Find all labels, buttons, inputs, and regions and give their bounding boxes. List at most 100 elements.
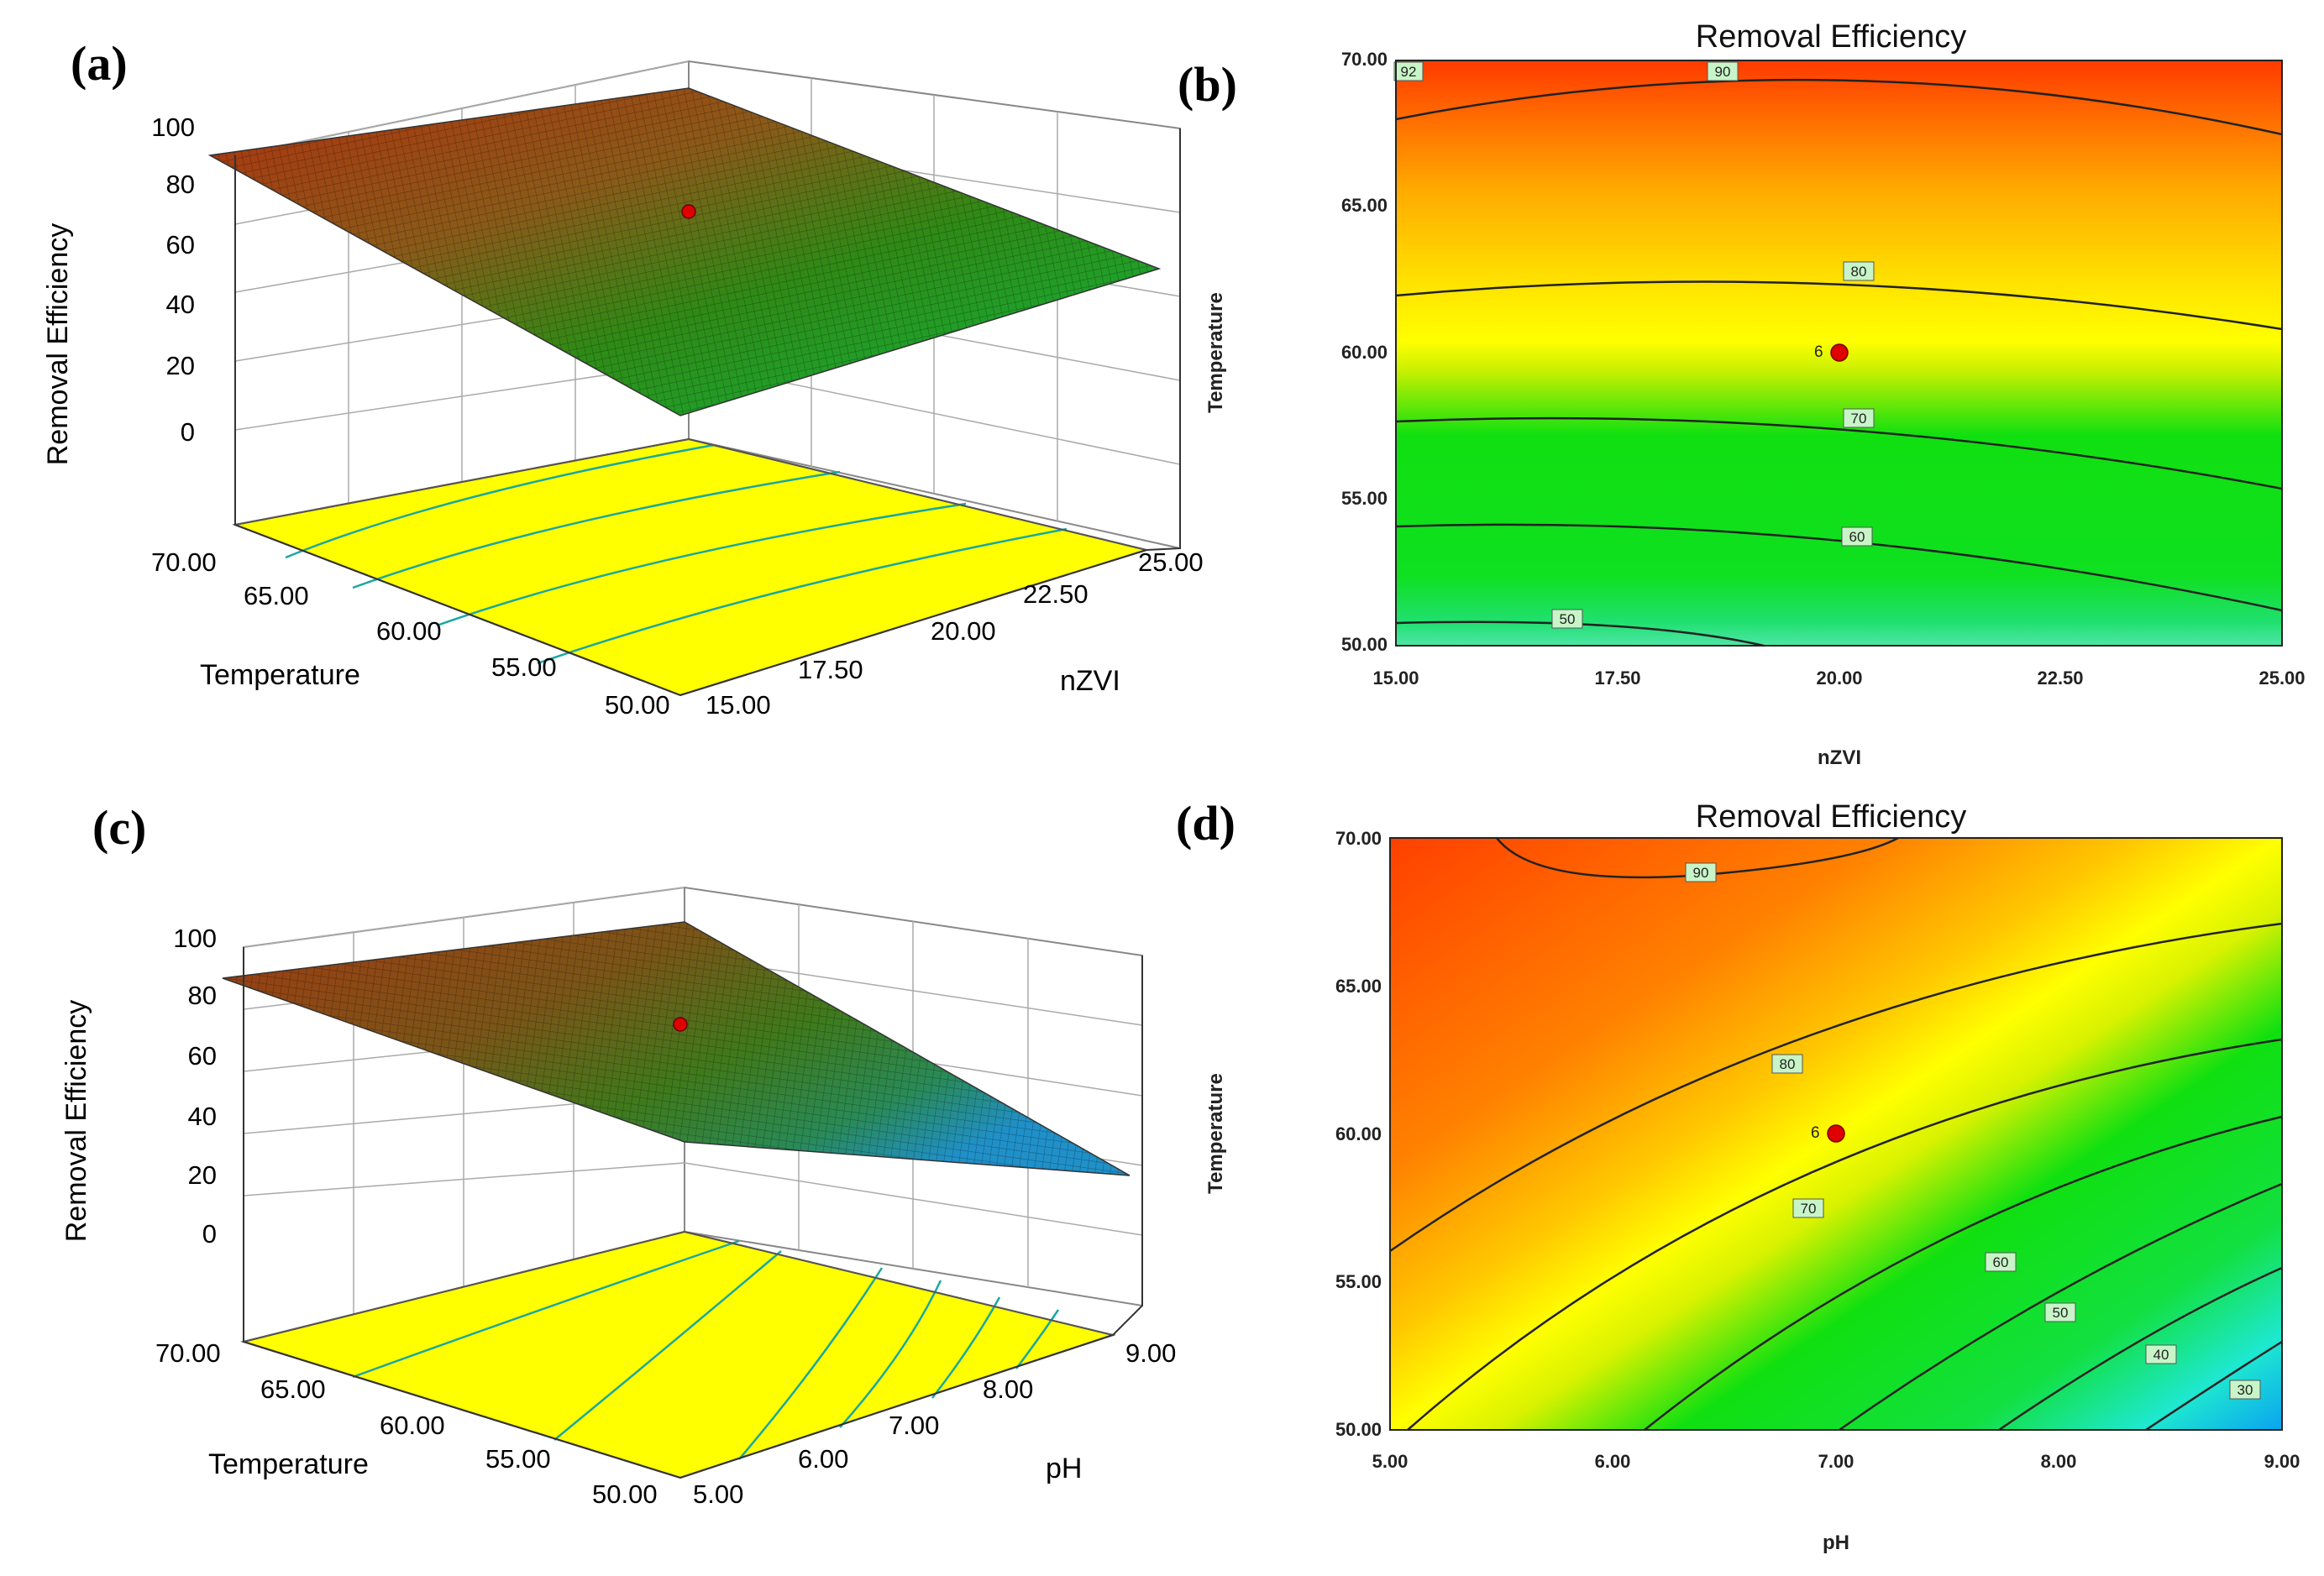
y-tick-labels: 15.00 17.50 20.00 22.50 25.00	[706, 547, 1204, 720]
x-tick: 70.00	[155, 1338, 221, 1368]
x-tick: 5.00	[1372, 1451, 1409, 1472]
contour-level-labels: 90 80 70 60 50 40 30	[1685, 862, 2261, 1400]
y-tick: 17.50	[798, 655, 863, 684]
contour-label: 80	[1780, 1056, 1796, 1072]
x-tick: 65.00	[244, 581, 309, 610]
floor-contours	[352, 1239, 1060, 1460]
z-tick-labels: 100 80 60 40 20 0	[151, 113, 195, 447]
x-tick: 50.00	[592, 1479, 658, 1509]
panel-b: (b) Removal Efficiency 92 90 80 70 60 50…	[1178, 19, 2306, 769]
x-tick: 15.00	[1372, 668, 1419, 689]
y-tick: 60.00	[1341, 342, 1388, 363]
z-tick: 100	[151, 113, 195, 142]
contour-level-labels: 92 90 80 70 60 50	[1393, 61, 1875, 629]
contour-label: 80	[1851, 264, 1867, 280]
y-tick: 70.00	[1341, 49, 1388, 70]
contour-label: 70	[1801, 1201, 1817, 1217]
floor-contours	[285, 443, 1068, 665]
z-axis-label: Removal Efficiency	[42, 223, 74, 466]
x-tick-labels: 5.00 6.00 7.00 8.00 9.00	[1372, 1451, 2300, 1472]
design-point	[1827, 1124, 1845, 1143]
y-tick: 7.00	[889, 1411, 939, 1440]
contour-label: 50	[1560, 611, 1576, 627]
contour-lines	[1395, 78, 2283, 647]
z-tick: 0	[181, 417, 195, 447]
y-tick: 60.00	[1335, 1123, 1382, 1144]
floor-projection	[240, 1230, 1116, 1479]
contour-label: 90	[1715, 64, 1731, 80]
x-axis-label: Temperature	[208, 1448, 369, 1480]
design-point-label: 6	[1811, 1124, 1820, 1142]
center-point	[673, 1017, 688, 1032]
x-tick: 70.00	[151, 547, 217, 577]
x-tick: 6.00	[1595, 1451, 1631, 1472]
panel-label-c: (c)	[92, 800, 146, 855]
contour-label: 90	[1693, 865, 1709, 881]
x-axis-label: Temperature	[200, 659, 360, 691]
y-tick: 65.00	[1335, 976, 1382, 997]
contour-label: 92	[1401, 64, 1417, 80]
z-tick: 40	[166, 290, 195, 319]
z-tick: 40	[188, 1102, 217, 1131]
z-tick: 60	[188, 1041, 217, 1071]
panel-label-a: (a)	[71, 36, 128, 91]
x-axis-label: nZVI	[1818, 746, 1861, 769]
z-tick: 0	[202, 1219, 217, 1249]
y-tick-labels: 70.00 65.00 60.00 55.00 50.00	[1335, 828, 1382, 1440]
x-tick: 20.00	[1816, 668, 1862, 689]
contour-label: 50	[2053, 1305, 2069, 1321]
y-axis-label: Temperature	[1204, 1073, 1227, 1194]
x-axis-label: pH	[1823, 1531, 1849, 1554]
y-axis-label: pH	[1046, 1453, 1082, 1484]
z-tick: 20	[188, 1160, 217, 1190]
z-axis-label: Removal Efficiency	[60, 1000, 92, 1243]
z-tick: 20	[166, 351, 195, 380]
x-tick: 55.00	[485, 1444, 551, 1474]
y-tick: 15.00	[706, 690, 771, 720]
x-tick: 25.00	[2258, 668, 2305, 689]
y-tick: 55.00	[1335, 1271, 1382, 1292]
panel-d: (d) Removal Efficiency 90 80 70 60 50 40	[1176, 796, 2300, 1554]
x-tick: 65.00	[260, 1374, 326, 1404]
x-tick-labels: 15.00 17.50 20.00 22.50 25.00	[1372, 668, 2305, 689]
y-tick: 9.00	[1125, 1338, 1176, 1368]
z-tick: 80	[188, 981, 217, 1010]
contour-label: 60	[1849, 529, 1865, 545]
x-tick: 50.00	[605, 690, 670, 720]
chart-title: Removal Efficiency	[1696, 799, 1966, 835]
center-point	[681, 204, 696, 219]
y-axis-label: Temperature	[1204, 292, 1227, 413]
panel-c: (c)	[60, 800, 1176, 1509]
x-tick: 60.00	[380, 1411, 445, 1440]
x-tick: 17.50	[1594, 668, 1640, 689]
y-tick: 70.00	[1335, 828, 1382, 849]
contour-label: 40	[2154, 1347, 2169, 1363]
y-tick: 6.00	[798, 1444, 848, 1474]
y-tick: 55.00	[1341, 488, 1388, 509]
y-tick: 65.00	[1341, 195, 1388, 216]
y-tick: 50.00	[1335, 1419, 1382, 1440]
x-tick-labels: 70.00 65.00 60.00 55.00 50.00	[155, 1338, 658, 1509]
x-tick: 55.00	[491, 652, 557, 682]
floor-projection	[232, 437, 1150, 697]
panel-label-b: (b)	[1178, 57, 1237, 112]
x-tick: 60.00	[376, 616, 442, 646]
panel-label-d: (d)	[1176, 796, 1235, 851]
x-tick-labels: 70.00 65.00 60.00 55.00 50.00	[151, 547, 670, 720]
chart-title: Removal Efficiency	[1696, 19, 1966, 55]
y-tick-labels: 70.00 65.00 60.00 55.00 50.00	[1341, 49, 1388, 655]
contour-label: 70	[1851, 411, 1867, 427]
y-tick: 25.00	[1138, 547, 1204, 577]
x-tick: 22.50	[2037, 668, 2083, 689]
z-tick: 60	[166, 230, 195, 259]
contour-label: 60	[1993, 1254, 2009, 1270]
y-tick: 8.00	[983, 1374, 1033, 1404]
y-tick: 22.50	[1023, 579, 1089, 609]
contour-label: 30	[2237, 1382, 2253, 1398]
y-tick-labels: 5.00 6.00 7.00 8.00 9.00	[693, 1338, 1176, 1509]
contour-lines	[1389, 836, 2283, 1432]
z-tick: 80	[166, 170, 195, 199]
y-tick: 50.00	[1341, 634, 1388, 655]
x-tick: 8.00	[2041, 1451, 2077, 1472]
